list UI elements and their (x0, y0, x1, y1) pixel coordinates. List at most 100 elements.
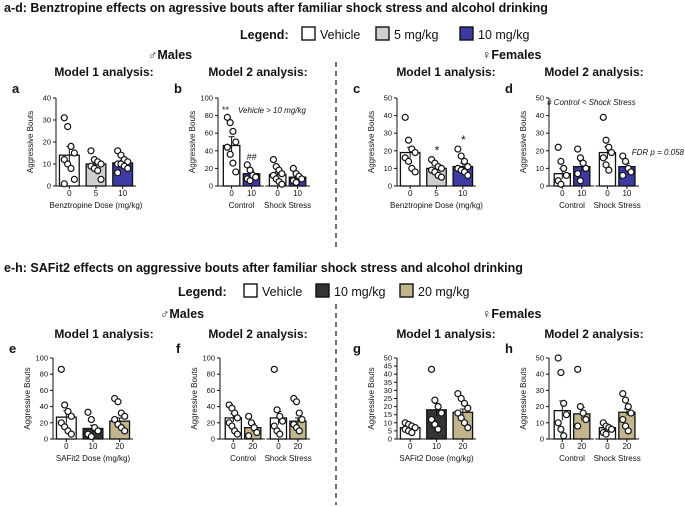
data-point (87, 147, 95, 155)
y-tick-label: 20 (205, 164, 213, 173)
data-point (97, 160, 105, 168)
y-tick-label: 100 (202, 354, 215, 363)
legend-a-swatch-0 (301, 26, 316, 41)
panel-d: Model 2 analysis: d 0 10 20 30 40 50 Aggressive … (505, 65, 685, 210)
y-tick-label: 50 (536, 354, 544, 363)
data-point (437, 164, 446, 172)
y-tick-label: 40 (205, 146, 213, 155)
data-point (457, 152, 465, 160)
legend-a-swatch-1 (375, 26, 390, 41)
data-point (557, 425, 565, 433)
y-tick-label: 0 (540, 182, 544, 191)
y-tick-label: 80 (205, 111, 213, 120)
y-tick-label: 20 (43, 138, 51, 147)
data-point (245, 412, 253, 420)
y-tick-label: 15 (384, 410, 392, 419)
panel-title: Model 1 analysis: (54, 65, 153, 79)
data-point (464, 171, 472, 180)
data-point (579, 409, 587, 417)
y-tick-label: 10 (384, 418, 392, 427)
group-label: Shock Stress (265, 454, 312, 463)
data-point (408, 428, 416, 437)
x-tick-label: 0 (67, 189, 72, 198)
data-point (599, 113, 607, 121)
x-tick-label: 0 (231, 442, 236, 451)
y-tick-label: 0 (388, 182, 392, 191)
y-tick-label: 0 (44, 435, 48, 444)
data-point (554, 419, 562, 427)
x-tick-label: 0 (408, 442, 413, 451)
data-point (431, 420, 439, 429)
panel-letter: d (505, 81, 513, 96)
data-point (289, 164, 297, 172)
data-point (114, 398, 122, 406)
section-a-heading: a-d: Benztropine effects on agressive bo… (4, 1, 548, 15)
y-tick-label: 30 (384, 386, 392, 395)
y-tick-label: 30 (384, 129, 392, 138)
x-tick-label: 10 (458, 189, 467, 198)
y-tick-label: 80 (40, 370, 48, 379)
data-point (121, 412, 129, 420)
panel-g: Model 1 analysis:g05101520253035404550Ag… (353, 327, 496, 463)
x-tick-label: 10 (432, 442, 441, 451)
x-tick-label: 5 (94, 189, 99, 198)
data-point (434, 425, 442, 433)
panel-f: Model 2 analysis: f 0 20 40 60 80 100Aggressive… (176, 327, 312, 463)
y-tick-label: 0 (47, 182, 51, 191)
y-tick-label: 40 (536, 370, 544, 379)
panel-letter: c (353, 81, 360, 96)
data-point (292, 178, 300, 187)
legend-a: Legend: Vehicle 5 mg/kg 10 mg/kg (240, 26, 529, 42)
y-tick-label: 35 (384, 378, 392, 387)
panel-letter: a (12, 81, 20, 96)
group-label: Shock Stress (264, 201, 311, 210)
y-axis-label: Aggressive Bouts (367, 367, 376, 429)
y-tick-label: 0 (211, 435, 215, 444)
x-tick-label: 0 (408, 189, 413, 198)
y-axis-label: Aggressive Bouts (26, 111, 35, 173)
panel-letter: h (505, 341, 513, 356)
panels: Model 1 analysis: a 0 10 20 30 40 Aggressive Bo… (9, 65, 685, 463)
legend-a-item-1: 5 mg/kg (394, 28, 439, 42)
data-point (94, 427, 102, 435)
data-point (624, 403, 632, 411)
data-point (619, 415, 627, 424)
legend-b-item-0: Vehicle (262, 285, 302, 299)
x-tick-label: 20 (248, 442, 257, 451)
x-tick-label: 10 (622, 189, 631, 198)
data-point (557, 180, 565, 188)
data-point (94, 167, 102, 175)
y-tick-label: 20 (536, 402, 544, 411)
y-tick-label: 20 (536, 146, 544, 155)
y-tick-label: 40 (40, 402, 48, 411)
x-axis-label: Benztropine Dose (mg/kg) (390, 201, 483, 210)
data-point (605, 166, 613, 174)
x-tick-label: 10 (293, 189, 302, 198)
females-label-b: ♀Females (482, 307, 541, 321)
data-point (427, 415, 436, 424)
data-point (246, 166, 254, 174)
y-tick-label: 10 (536, 418, 544, 427)
data-point (226, 150, 234, 158)
x-axis-label: SAFit2 Dose (mg/kg) (56, 454, 131, 463)
data-point (121, 427, 129, 435)
y-tick-label: 40 (43, 94, 51, 103)
panel-a: Model 1 analysis: a 0 10 20 30 40 Aggressive Bo… (12, 65, 154, 210)
significance-marker: ## (246, 152, 257, 162)
panel-title: Model 1 analysis: (54, 327, 153, 341)
legend-b-swatch-2 (399, 283, 414, 298)
panel-title: Model 2 analysis: (208, 327, 307, 341)
data-point (557, 368, 565, 377)
x-tick-label: 20 (577, 442, 586, 451)
data-point (269, 156, 278, 164)
data-point (454, 145, 462, 153)
annotation-stars: ** (222, 105, 230, 115)
y-tick-label: 40 (207, 402, 215, 411)
y-tick-label: 40 (384, 370, 392, 379)
data-point (273, 406, 281, 414)
y-tick-label: 50 (536, 94, 544, 103)
annotation-fdr: FDR p = 0.058 (632, 148, 685, 157)
data-point (460, 419, 469, 427)
data-point (607, 148, 616, 157)
y-tick-label: 40 (384, 111, 392, 120)
